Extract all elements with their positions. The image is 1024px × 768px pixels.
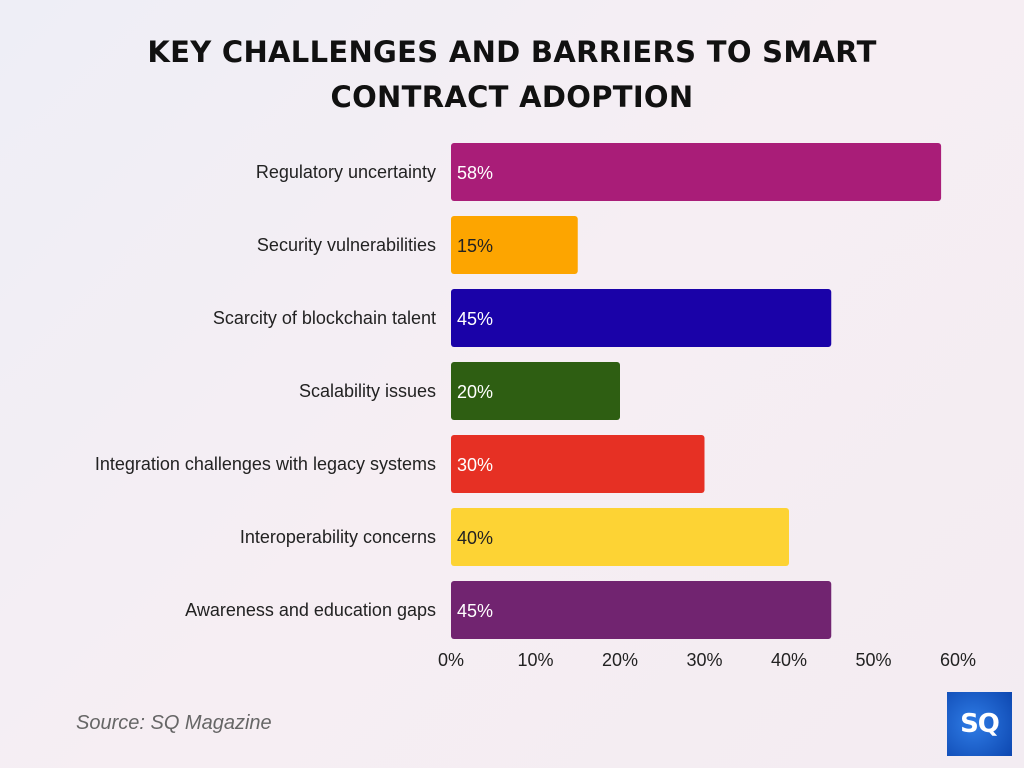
x-tick-label: 10% (517, 650, 553, 670)
chart-title: KEY CHALLENGES AND BARRIERS TO SMART CONT… (147, 35, 877, 114)
category-label: Scarcity of blockchain talent (213, 308, 436, 328)
category-label: Scalability issues (299, 381, 436, 401)
data-label: 15% (457, 236, 493, 256)
x-tick-label: 60% (940, 650, 976, 670)
bar (451, 362, 620, 420)
category-label: Security vulnerabilities (257, 235, 436, 255)
bar (451, 581, 832, 639)
data-label: 30% (457, 455, 493, 475)
data-label: 40% (457, 528, 493, 548)
x-tick-label: 0% (438, 650, 464, 670)
x-tick-label: 30% (686, 650, 722, 670)
bar (451, 216, 578, 274)
bar (451, 508, 789, 566)
category-label: Regulatory uncertainty (256, 162, 436, 182)
data-label: 58% (457, 163, 493, 183)
x-tick-label: 40% (771, 650, 807, 670)
sq-logo: SQ (947, 692, 1012, 756)
x-tick-label: 20% (602, 650, 638, 670)
bar (451, 289, 832, 347)
category-label: Awareness and education gaps (185, 600, 436, 620)
data-label: 45% (457, 309, 493, 329)
bar (451, 143, 942, 201)
source-note: Source: SQ Magazine (76, 712, 272, 734)
data-label: 20% (457, 382, 493, 402)
bar (451, 435, 705, 493)
category-label: Interoperability concerns (240, 527, 436, 547)
data-label: 45% (457, 601, 493, 621)
x-tick-label: 50% (855, 650, 891, 670)
category-label: Integration challenges with legacy syste… (95, 454, 436, 474)
